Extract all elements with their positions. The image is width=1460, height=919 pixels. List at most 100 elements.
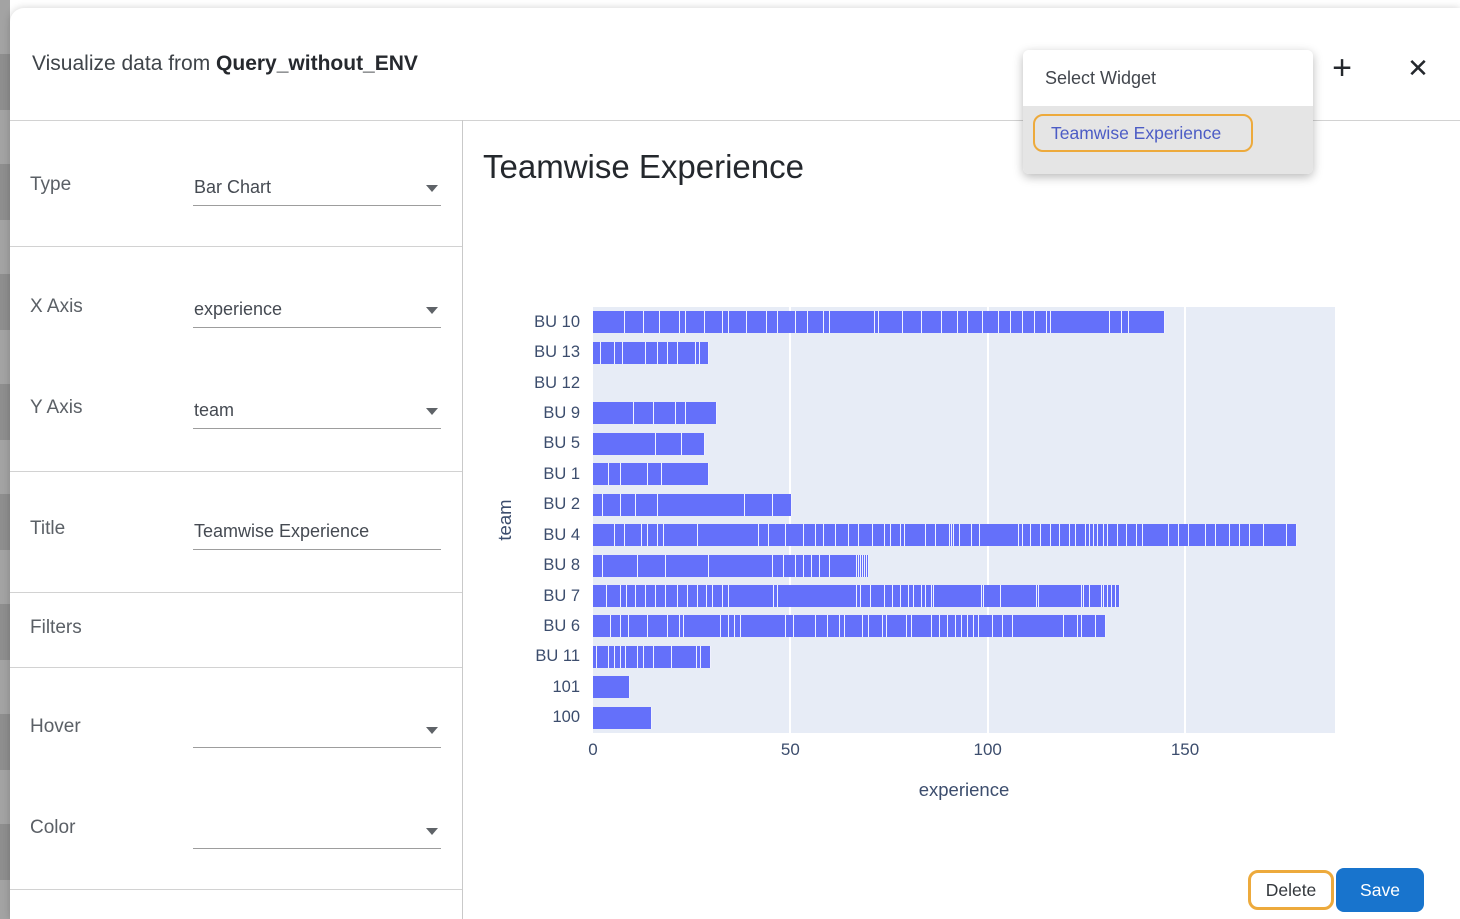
bar-segment[interactable]	[644, 645, 655, 668]
bar-segment[interactable]	[1287, 524, 1298, 547]
bar-segment[interactable]	[658, 493, 745, 516]
bar-segment[interactable]	[983, 311, 1000, 334]
bar-segment[interactable]	[1249, 524, 1264, 547]
bar-segment[interactable]	[829, 311, 875, 334]
bar-segment[interactable]	[636, 493, 659, 516]
bar-segment[interactable]	[593, 676, 631, 699]
bar-segment[interactable]	[593, 706, 653, 729]
stacked-bar[interactable]	[593, 432, 706, 455]
bar-segment[interactable]	[815, 615, 828, 638]
bar-segment[interactable]	[593, 311, 625, 334]
bar-segment[interactable]	[709, 554, 773, 577]
bar-segment[interactable]	[695, 341, 700, 364]
bar-segment[interactable]	[656, 432, 682, 455]
bar-segment[interactable]	[699, 341, 710, 364]
bar-segment[interactable]	[878, 311, 903, 334]
bar-segment[interactable]	[729, 311, 747, 334]
bar-segment[interactable]	[1050, 524, 1061, 547]
bar-segment[interactable]	[600, 341, 615, 364]
bar-segment[interactable]	[926, 524, 937, 547]
stacked-bar[interactable]	[593, 645, 712, 668]
bar-segment[interactable]	[620, 463, 649, 486]
stacked-bar[interactable]	[593, 463, 710, 486]
bar-segment[interactable]	[634, 402, 655, 425]
bar-segment[interactable]	[865, 554, 868, 577]
bar-segment[interactable]	[908, 585, 915, 607]
bar-segment[interactable]	[766, 311, 779, 334]
plot-area[interactable]	[593, 307, 1335, 733]
bar-segment[interactable]	[967, 615, 974, 638]
bar-segment[interactable]	[947, 615, 956, 638]
bar-segment[interactable]	[936, 524, 950, 547]
bar-segment[interactable]	[829, 554, 858, 577]
bar-segment[interactable]	[654, 645, 672, 668]
bar-segment[interactable]	[654, 402, 676, 425]
bar-segment[interactable]	[1030, 524, 1041, 547]
bar-segment[interactable]	[656, 585, 666, 607]
bar-segment[interactable]	[786, 524, 805, 547]
bar-segment[interactable]	[1089, 524, 1094, 547]
bar-segment[interactable]	[1188, 524, 1207, 547]
stacked-bar[interactable]	[593, 493, 793, 516]
bar-segment[interactable]	[665, 585, 678, 607]
bar-segment[interactable]	[593, 493, 603, 516]
bar-segment[interactable]	[804, 554, 812, 577]
bar-segment[interactable]	[1038, 585, 1083, 607]
bar-segment[interactable]	[677, 341, 696, 364]
bar-segment[interactable]	[648, 524, 659, 547]
bar-segment[interactable]	[614, 645, 621, 668]
bar-segment[interactable]	[786, 615, 795, 638]
bar-segment[interactable]	[660, 311, 680, 334]
bar-segment[interactable]	[1121, 311, 1130, 334]
stacked-bar[interactable]	[593, 676, 631, 699]
bar-segment[interactable]	[602, 554, 639, 577]
stacked-bar[interactable]	[593, 311, 1165, 334]
bar-segment[interactable]	[1093, 524, 1098, 547]
bar-segment[interactable]	[940, 615, 948, 638]
bar-segment[interactable]	[835, 524, 850, 547]
bar-segment[interactable]	[914, 585, 923, 607]
bar-segment[interactable]	[620, 615, 629, 638]
bar-segment[interactable]	[774, 585, 779, 607]
bar-segment[interactable]	[1070, 524, 1077, 547]
bar-segment[interactable]	[1143, 524, 1169, 547]
bar-segment[interactable]	[1216, 524, 1230, 547]
bar-segment[interactable]	[624, 311, 645, 334]
bar-segment[interactable]	[861, 554, 864, 577]
bar-segment[interactable]	[796, 311, 808, 334]
bar-segment[interactable]	[593, 615, 611, 638]
bar-segment[interactable]	[746, 311, 767, 334]
bar-segment[interactable]	[1103, 585, 1108, 607]
bar-segment[interactable]	[740, 615, 787, 638]
bar-segment[interactable]	[794, 615, 816, 638]
bar-segment[interactable]	[796, 554, 805, 577]
bar-segment[interactable]	[839, 615, 846, 638]
bar-segment[interactable]	[993, 615, 1004, 638]
bar-segment[interactable]	[1060, 524, 1071, 547]
bar-segment[interactable]	[608, 645, 615, 668]
bar-segment[interactable]	[875, 311, 879, 334]
hover-select[interactable]	[193, 706, 441, 748]
bar-segment[interactable]	[778, 585, 858, 607]
bar-segment[interactable]	[1090, 585, 1102, 607]
bar-segment[interactable]	[1103, 524, 1108, 547]
bar-segment[interactable]	[658, 524, 664, 547]
bar-segment[interactable]	[1229, 524, 1240, 547]
bar-segment[interactable]	[983, 585, 1002, 607]
bar-segment[interactable]	[961, 615, 968, 638]
bar-segment[interactable]	[667, 341, 678, 364]
bar-segment[interactable]	[1084, 585, 1091, 607]
bar-segment[interactable]	[663, 524, 698, 547]
bar-segment[interactable]	[1168, 524, 1179, 547]
delete-button[interactable]: Delete	[1248, 870, 1334, 910]
bar-segment[interactable]	[1109, 311, 1122, 334]
bar-segment[interactable]	[602, 493, 621, 516]
bar-segment[interactable]	[671, 645, 698, 668]
bar-segment[interactable]	[772, 493, 793, 516]
bar-segment[interactable]	[867, 554, 870, 577]
stacked-bar[interactable]	[593, 524, 1298, 547]
bar-segment[interactable]	[1001, 585, 1037, 607]
bar-segment[interactable]	[890, 524, 901, 547]
bar-segment[interactable]	[869, 615, 883, 638]
bar-segment[interactable]	[687, 585, 698, 607]
